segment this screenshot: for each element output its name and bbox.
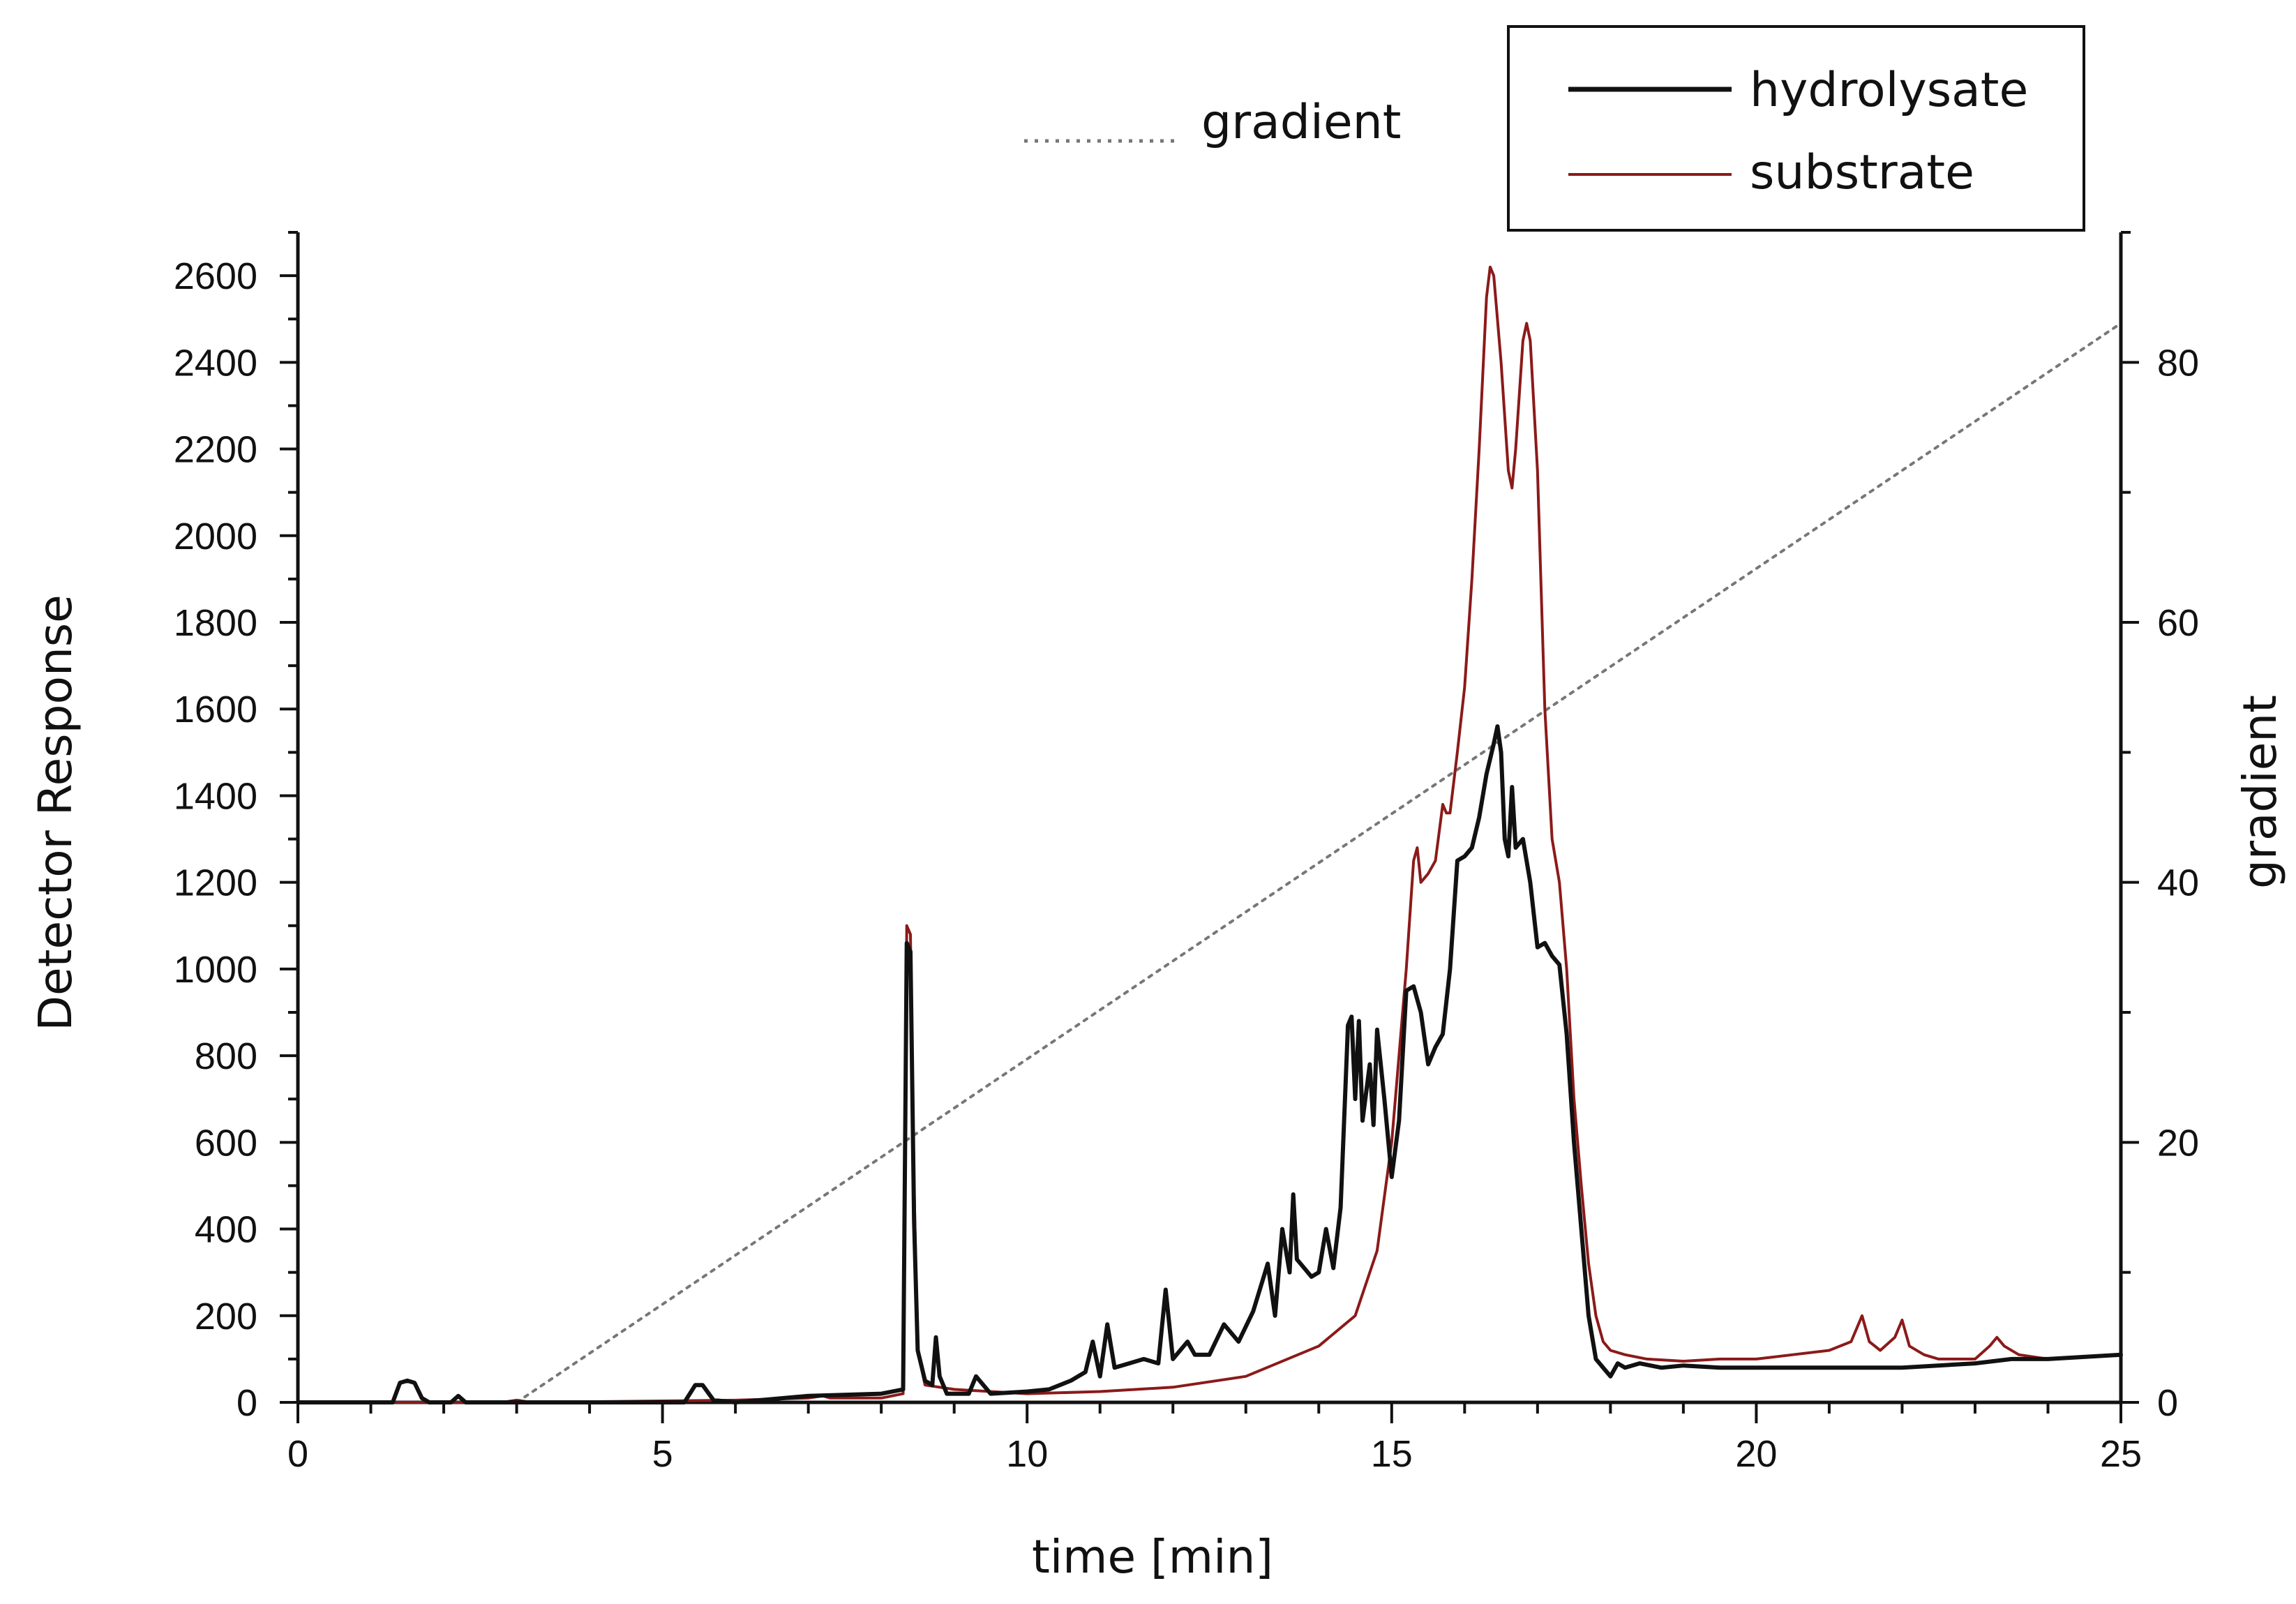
series-layer — [296, 265, 2123, 1404]
legend: hydrolysate substrate — [1507, 25, 2085, 232]
y-tick-label: 2000 — [174, 516, 257, 557]
legend-label-substrate: substrate — [1750, 145, 1974, 200]
x-tick-label: 25 — [2100, 1433, 2142, 1475]
series-line-substrate — [297, 265, 2122, 1404]
y-tick-label: 1600 — [174, 689, 257, 730]
legend-frame — [1507, 25, 2085, 232]
y2-tick-label: 0 — [2157, 1382, 2178, 1424]
y-tick-label: 1000 — [174, 949, 257, 991]
y-tick-label: 200 — [195, 1296, 257, 1337]
y-tick-label: 800 — [195, 1035, 257, 1077]
x-tick-label: 5 — [652, 1433, 673, 1475]
y-tick-label: 400 — [195, 1209, 257, 1251]
x-tick-label: 20 — [1735, 1433, 1777, 1475]
x-tick-label: 0 — [287, 1433, 308, 1475]
y2-tick-label: 20 — [2157, 1122, 2199, 1164]
y-tick-label: 1800 — [174, 602, 257, 644]
axes: 0 5 10 15 20 25020040060080010001200140016001… — [174, 231, 2199, 1475]
legend-label-gradient: gradient — [1201, 95, 1401, 150]
y2-tick-label: 80 — [2157, 342, 2199, 384]
x-tick-label: 15 — [1371, 1433, 1413, 1475]
y2-tick-label: 60 — [2157, 602, 2199, 644]
series-line-gradient — [515, 322, 2122, 1404]
gradient-legend: gradient — [1024, 95, 1401, 150]
y-tick-label: 2600 — [174, 255, 257, 297]
legend-label-hydrolysate: hydrolysate — [1750, 63, 2028, 118]
y2-tick-label: 40 — [2157, 862, 2199, 904]
y2-axis-title: gradient — [2233, 695, 2287, 889]
y-axis-title: Detector Response — [29, 594, 82, 1031]
series-line-hydrolysate — [296, 724, 2123, 1404]
y-tick-label: 2200 — [174, 429, 257, 471]
y-tick-label: 600 — [195, 1122, 257, 1164]
y-tick-label: 2400 — [174, 342, 257, 384]
x-axis-title: time [min] — [1032, 1530, 1273, 1584]
x-tick-label: 10 — [1006, 1433, 1048, 1475]
y-tick-label: 1200 — [174, 862, 257, 904]
y-tick-label: 1400 — [174, 775, 257, 817]
y-tick-label: 0 — [237, 1382, 257, 1424]
